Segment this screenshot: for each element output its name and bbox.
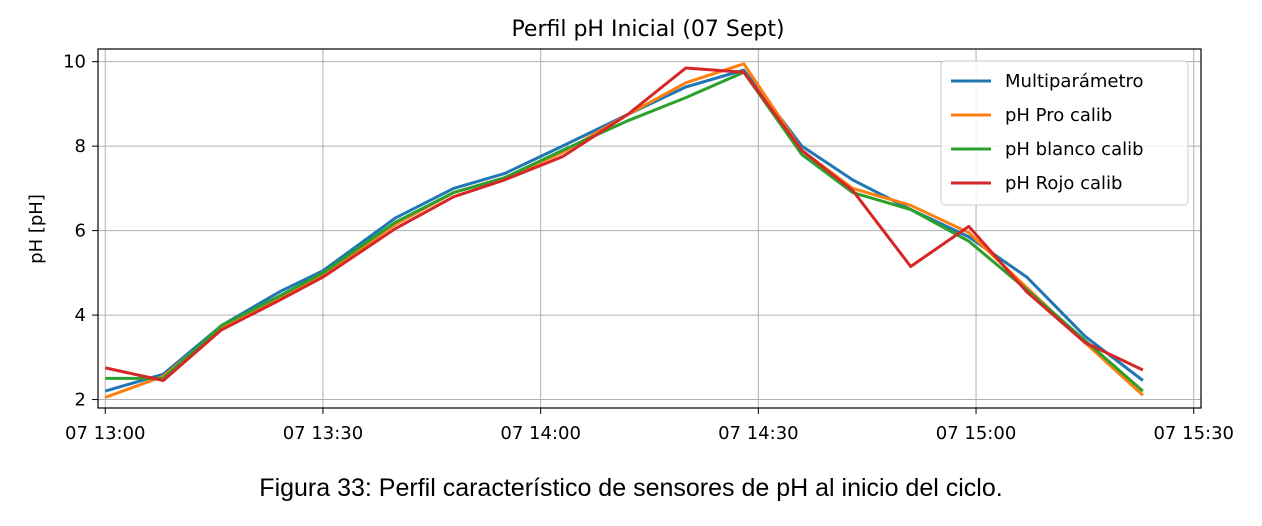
legend-label: pH Pro calib [1005,105,1112,126]
axis-ticks: 2 4 6 8 10 07 13:00 07 13:30 07 14:00 07 14:30 07… [63,52,1234,444]
x-tick-label: 07 14:30 [718,423,799,444]
ph-profile-chart: Perfil pH Inicial (07 Sept) pH [pH] 2 4 6 8… [26,17,1234,444]
x-tick-label: 07 15:30 [1153,423,1234,444]
y-tick-label: 6 [75,221,86,242]
chart-title: Perfil pH Inicial (07 Sept) [511,17,784,42]
legend-label: pH Rojo calib [1005,173,1122,194]
series-line-ph-blanco-calib [105,70,1144,393]
legend-label: Multiparámetro [1005,71,1144,92]
legend-box [940,60,1189,206]
plot-frame [97,48,1202,409]
grid-lines [98,49,1201,408]
x-tick-label: 07 14:00 [500,423,581,444]
series-line-ph-rojo-calib [104,66,1144,382]
y-tick-label: 10 [63,52,86,73]
y-axis-label: pH [pH] [26,194,47,264]
y-tick-label: 4 [75,305,86,326]
x-tick-label: 07 15:00 [936,423,1017,444]
figure-caption: Figura 33: Perfil característico de sens… [259,474,1003,502]
x-tick-label: 07 13:00 [65,423,146,444]
legend-label: pH blanco calib [1005,139,1144,160]
y-tick-label: 2 [75,390,86,411]
legend: Multiparámetro pH Pro calib pH blanco cali… [940,60,1189,206]
x-tick-label: 07 13:30 [283,423,364,444]
series-lines [104,62,1144,399]
y-tick-label: 8 [75,136,86,157]
